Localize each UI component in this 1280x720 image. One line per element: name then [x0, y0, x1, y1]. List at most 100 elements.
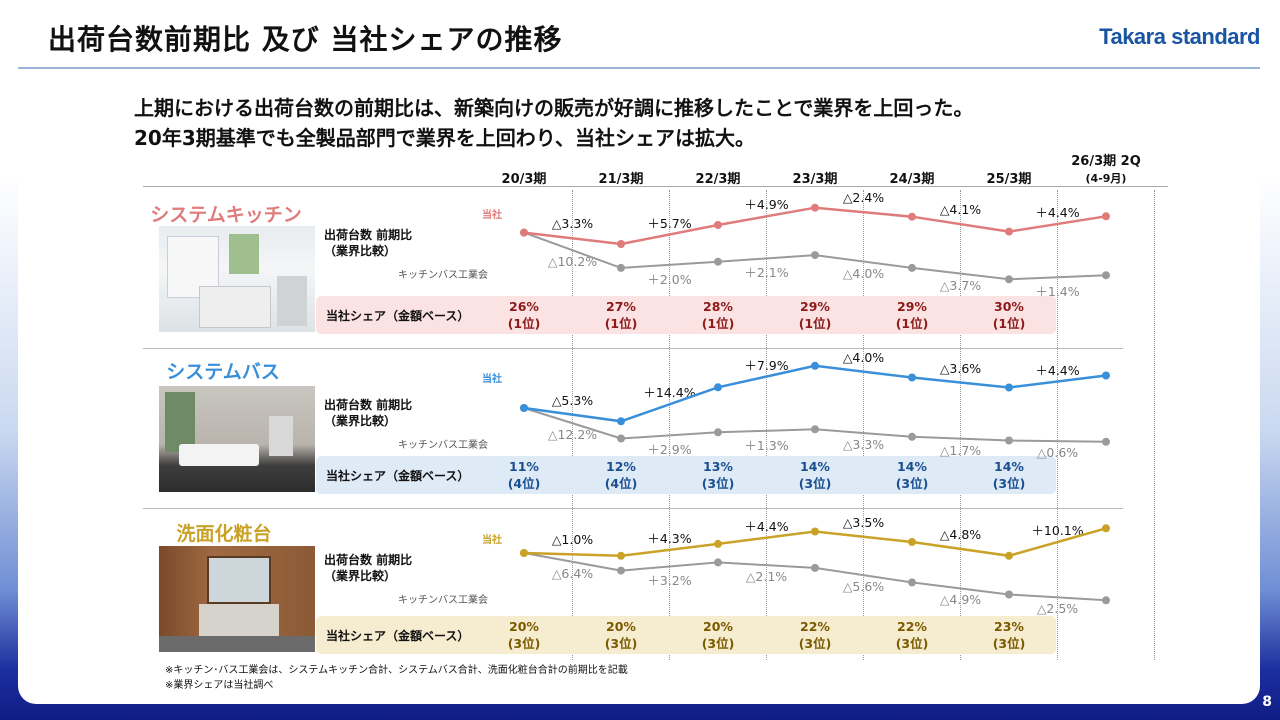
share-value: 11% (4位): [494, 458, 554, 492]
period-gridline: [960, 190, 961, 660]
company-data-point: [520, 404, 528, 412]
company-yoy-label: △2.4%: [842, 190, 885, 206]
company-yoy-label: ＋7.9%: [744, 357, 789, 373]
share-rank: (1位): [604, 316, 638, 331]
industry-data-point: [617, 263, 625, 272]
vanity-photo: [159, 546, 315, 652]
period-header: 24/3期: [889, 172, 935, 187]
industry-data-point: [714, 428, 722, 437]
industry-yoy-label: △3.7%: [939, 277, 982, 293]
company-data-point: [908, 538, 916, 546]
company-yoy-label: ＋4.3%: [647, 530, 692, 546]
vanity-share-label: 当社シェア（金額ベース）: [326, 629, 470, 643]
company-data-point: [520, 549, 528, 557]
share-value: 20% (3位): [494, 618, 554, 652]
share-value: 22% (3位): [785, 618, 845, 652]
ship-label: 出荷台数 前期比: [324, 398, 413, 412]
period-gridline: [1057, 190, 1058, 660]
kitchen-ship-label: 出荷台数 前期比 （業界比較）: [324, 227, 412, 259]
lead-line-1: 上期における出荷台数の前期比は、新築向けの販売が好調に推移したことで業界を上回っ…: [134, 96, 974, 120]
share-rank: (3位): [992, 636, 1026, 651]
ship-sub-label: （業界比較）: [324, 414, 397, 428]
ship-label: 出荷台数 前期比: [324, 228, 413, 242]
category-vanity: 洗面化粧台: [176, 523, 272, 545]
industry-yoy-label: △10.2%: [547, 254, 598, 270]
industry-yoy-label: ＋2.0%: [647, 271, 692, 287]
industry-yoy-label: ＋1.4%: [1035, 284, 1080, 300]
company-logo: Takara standard: [1099, 24, 1260, 49]
footnote-2: ※業界シェアは当社調べ: [165, 680, 274, 691]
share-percent: 27%: [606, 299, 636, 314]
period-last-label: 26/3期 2Q: [1071, 154, 1141, 169]
period-last-sub: (4-9月): [1085, 172, 1127, 185]
company-data-point: [908, 373, 916, 382]
period-header: 21/3期: [598, 172, 644, 187]
company-data-point: [714, 539, 722, 548]
industry-yoy-label: △1.7%: [939, 442, 982, 458]
share-rank: (3位): [798, 636, 832, 651]
industry-yoy-label: ＋3.2%: [647, 573, 692, 589]
share-value: 12% (4位): [591, 458, 651, 492]
company-data-point: [811, 527, 819, 536]
share-percent: 11%: [509, 459, 539, 474]
share-rank: (3位): [992, 476, 1026, 491]
share-percent: 29%: [800, 299, 830, 314]
share-percent: 14%: [897, 459, 927, 474]
bath-share-band: [316, 456, 1056, 494]
industry-yoy-label: △5.6%: [842, 579, 885, 595]
share-rank: (3位): [507, 636, 541, 651]
ship-label: 出荷台数 前期比: [324, 553, 413, 567]
ship-sub-label: （業界比較）: [324, 244, 397, 258]
company-yoy-label: ＋10.1%: [1031, 523, 1084, 538]
kitchen-ours-label: 当社: [482, 210, 502, 221]
section-separator-2: [143, 508, 1123, 509]
industry-data-point: [1005, 436, 1013, 445]
company-yoy-label: △3.3%: [551, 216, 594, 232]
industry-data-point: [811, 563, 819, 572]
industry-data-point: [811, 425, 819, 434]
company-series-line: [523, 206, 1107, 246]
page-number: 8: [1262, 694, 1272, 710]
share-percent: 26%: [509, 299, 539, 314]
company-yoy-label: △1.0%: [551, 532, 594, 548]
company-data-point: [1102, 524, 1110, 533]
company-yoy-label: △3.6%: [939, 360, 982, 376]
share-percent: 14%: [994, 459, 1024, 474]
share-value: 20% (3位): [591, 618, 651, 652]
kitchen-share-label: 当社シェア（金額ベース）: [326, 309, 470, 323]
industry-yoy-label: △0.6%: [1036, 445, 1079, 461]
company-data-point: [714, 383, 722, 392]
period-header: 22/3期: [695, 172, 741, 187]
share-value: 14% (3位): [979, 458, 1039, 492]
industry-yoy-label: ＋2.1%: [744, 265, 789, 281]
share-rank: (3位): [798, 476, 832, 491]
industry-data-point: [811, 251, 819, 260]
share-rank: (3位): [701, 476, 735, 491]
lead-line-2: 20年3期基準でも全製品部門で業界を上回わり、当社シェアは拡大。: [134, 126, 755, 150]
company-data-point: [714, 221, 722, 229]
company-data-point: [908, 212, 916, 221]
company-yoy-label: ＋4.4%: [1035, 204, 1080, 220]
vanity-industry-label: キッチンバス工業会: [398, 595, 488, 606]
share-value: 30% (1位): [979, 298, 1039, 332]
kitchen-photo: [159, 226, 315, 332]
share-rank: (3位): [895, 476, 929, 491]
industry-data-point: [1005, 590, 1013, 599]
company-yoy-label: △4.8%: [939, 526, 982, 542]
share-rank: (1位): [798, 316, 832, 331]
ship-sub-label: （業界比較）: [324, 569, 397, 583]
bath-photo: [159, 386, 315, 492]
industry-data-point: [617, 566, 625, 575]
share-rank: (4位): [604, 476, 638, 491]
industry-yoy-label: ＋1.3%: [744, 437, 789, 453]
section-separator-1: [143, 348, 1123, 349]
share-value: 29% (1位): [785, 298, 845, 332]
share-percent: 22%: [800, 619, 830, 634]
industry-data-point: [617, 434, 625, 443]
share-value: 23% (3位): [979, 618, 1039, 652]
period-gridline: [572, 190, 573, 660]
company-series-line: [523, 364, 1107, 423]
industry-yoy-label: △6.4%: [551, 565, 594, 581]
title-divider: [18, 67, 1260, 69]
vanity-ship-label: 出荷台数 前期比 （業界比較）: [324, 552, 412, 584]
